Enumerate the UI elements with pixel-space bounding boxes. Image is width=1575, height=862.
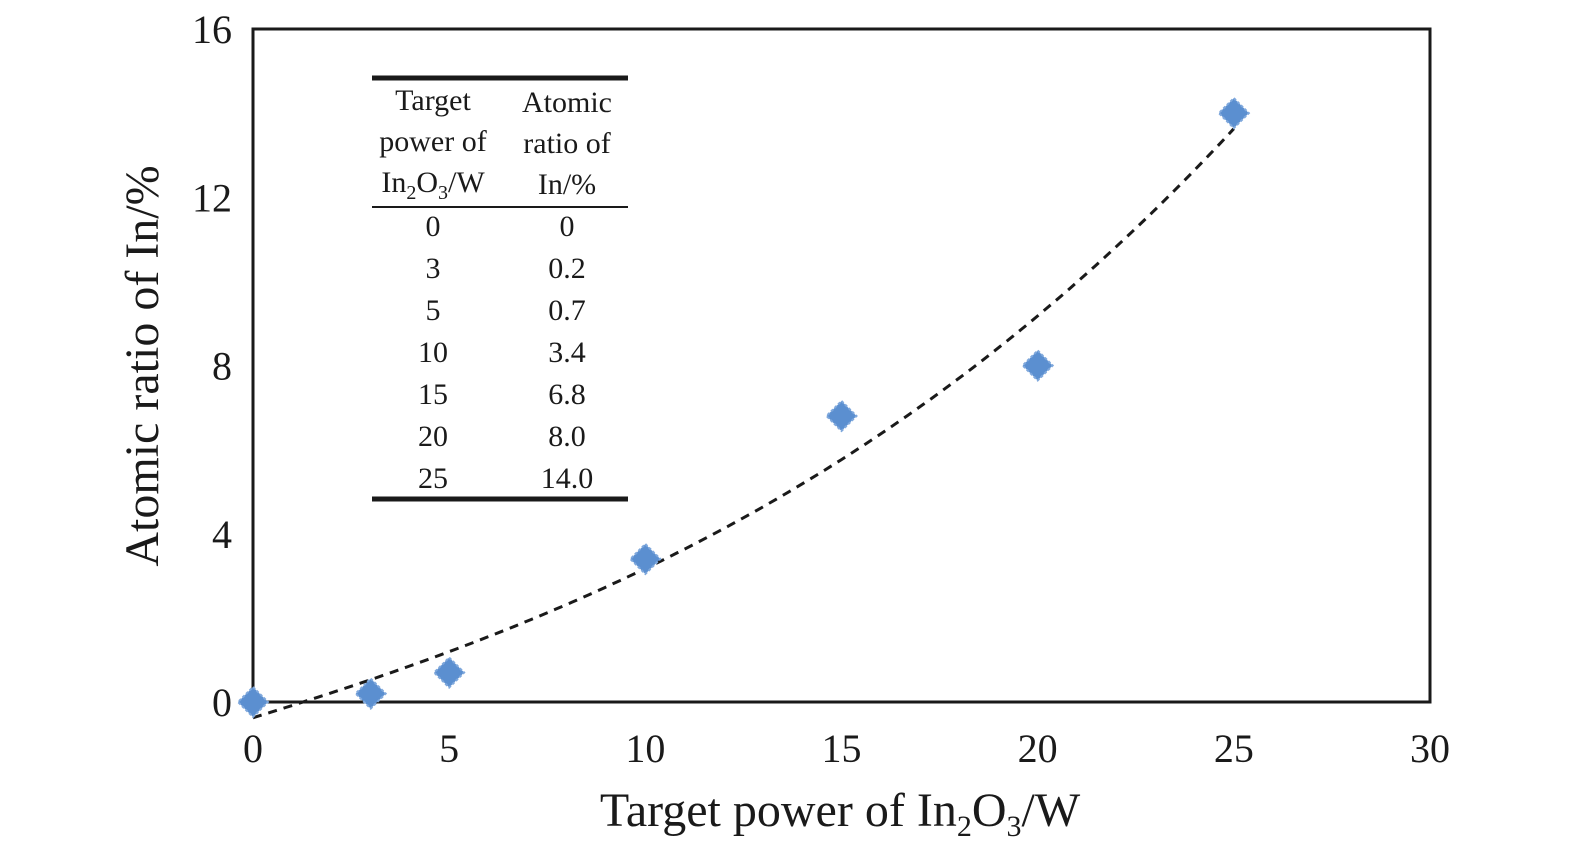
data-point [236, 685, 270, 719]
x-tick-label: 5 [439, 726, 459, 771]
table-cell-ratio: 0 [560, 210, 575, 243]
y-tick-label: 12 [192, 175, 232, 220]
table-cell-power: 0 [426, 210, 441, 243]
y-tick-labels: 0 4 8 12 16 [192, 7, 232, 725]
table-header-part-in: In [381, 166, 406, 199]
x-tick-label: 30 [1410, 726, 1450, 771]
plot-frame [251, 27, 1432, 704]
y-tick-label: 0 [212, 680, 232, 725]
table-header-sub-2: 2 [406, 182, 416, 204]
table-header-sub-3: 3 [438, 182, 448, 204]
table-cell-ratio: 8.0 [548, 420, 586, 453]
x-axis-title-part-o: O [972, 784, 1007, 837]
table-header-part-o: O [416, 166, 438, 199]
y-axis-title: Atomic ratio of In/% [116, 165, 169, 566]
table-cell-ratio: 0.7 [548, 294, 586, 327]
data-point [628, 542, 662, 576]
x-tick-label: 0 [243, 726, 263, 771]
x-axis-title-part-w: /W [1021, 784, 1080, 837]
data-point [825, 399, 858, 433]
table-header-part-w: /W [448, 166, 485, 199]
data-points [236, 96, 1251, 719]
x-tick-labels: 0 5 10 15 20 25 30 [243, 726, 1450, 771]
table-cell-power: 3 [426, 252, 441, 285]
table-header-col2-line3: In/% [538, 168, 596, 201]
x-tick-label: 10 [625, 726, 665, 771]
table-header-col2-line2: ratio of [523, 127, 610, 160]
x-tick-label: 20 [1018, 726, 1058, 771]
table-cell-power: 10 [418, 336, 448, 369]
table-cell-power: 15 [418, 378, 448, 411]
table-cell-power: 5 [426, 294, 441, 327]
data-point [1217, 96, 1251, 130]
table-cell-ratio: 14.0 [541, 462, 594, 495]
table-cell-ratio: 3.4 [548, 336, 586, 369]
table-cell-ratio: 6.8 [548, 378, 586, 411]
table-header-col1-line3: In2O3/W [381, 166, 485, 204]
inset-table: Target power of In2O3/W Atomic ratio of … [372, 75, 628, 502]
data-point [1021, 349, 1055, 382]
x-axis-title-sub-3: 3 [1006, 810, 1021, 843]
table-cell-power: 25 [418, 462, 448, 495]
x-tick-label: 15 [822, 726, 862, 771]
table-header-col2-line1: Atomic [522, 86, 612, 119]
y-tick-label: 4 [212, 512, 232, 557]
y-tick-label: 16 [192, 7, 232, 52]
x-axis-title: Target power of In2O3/W [600, 784, 1081, 843]
x-axis-title-sub-2: 2 [957, 810, 972, 843]
table-header-col1-line1: Target [395, 84, 471, 117]
x-axis-title-part-1: Target power of In [600, 784, 957, 837]
trendline [252, 127, 1235, 720]
x-tick-label: 25 [1214, 726, 1254, 771]
data-point [432, 656, 466, 689]
y-tick-label: 8 [212, 344, 232, 389]
table-rows: 0 0 3 0.2 5 0.7 10 3.4 15 6.8 20 8.0 25 14.0 [418, 210, 593, 495]
data-point [354, 677, 388, 711]
table-cell-power: 20 [418, 420, 448, 453]
table-cell-ratio: 0.2 [548, 252, 586, 285]
table-header-col1-line2: power of [379, 125, 486, 158]
